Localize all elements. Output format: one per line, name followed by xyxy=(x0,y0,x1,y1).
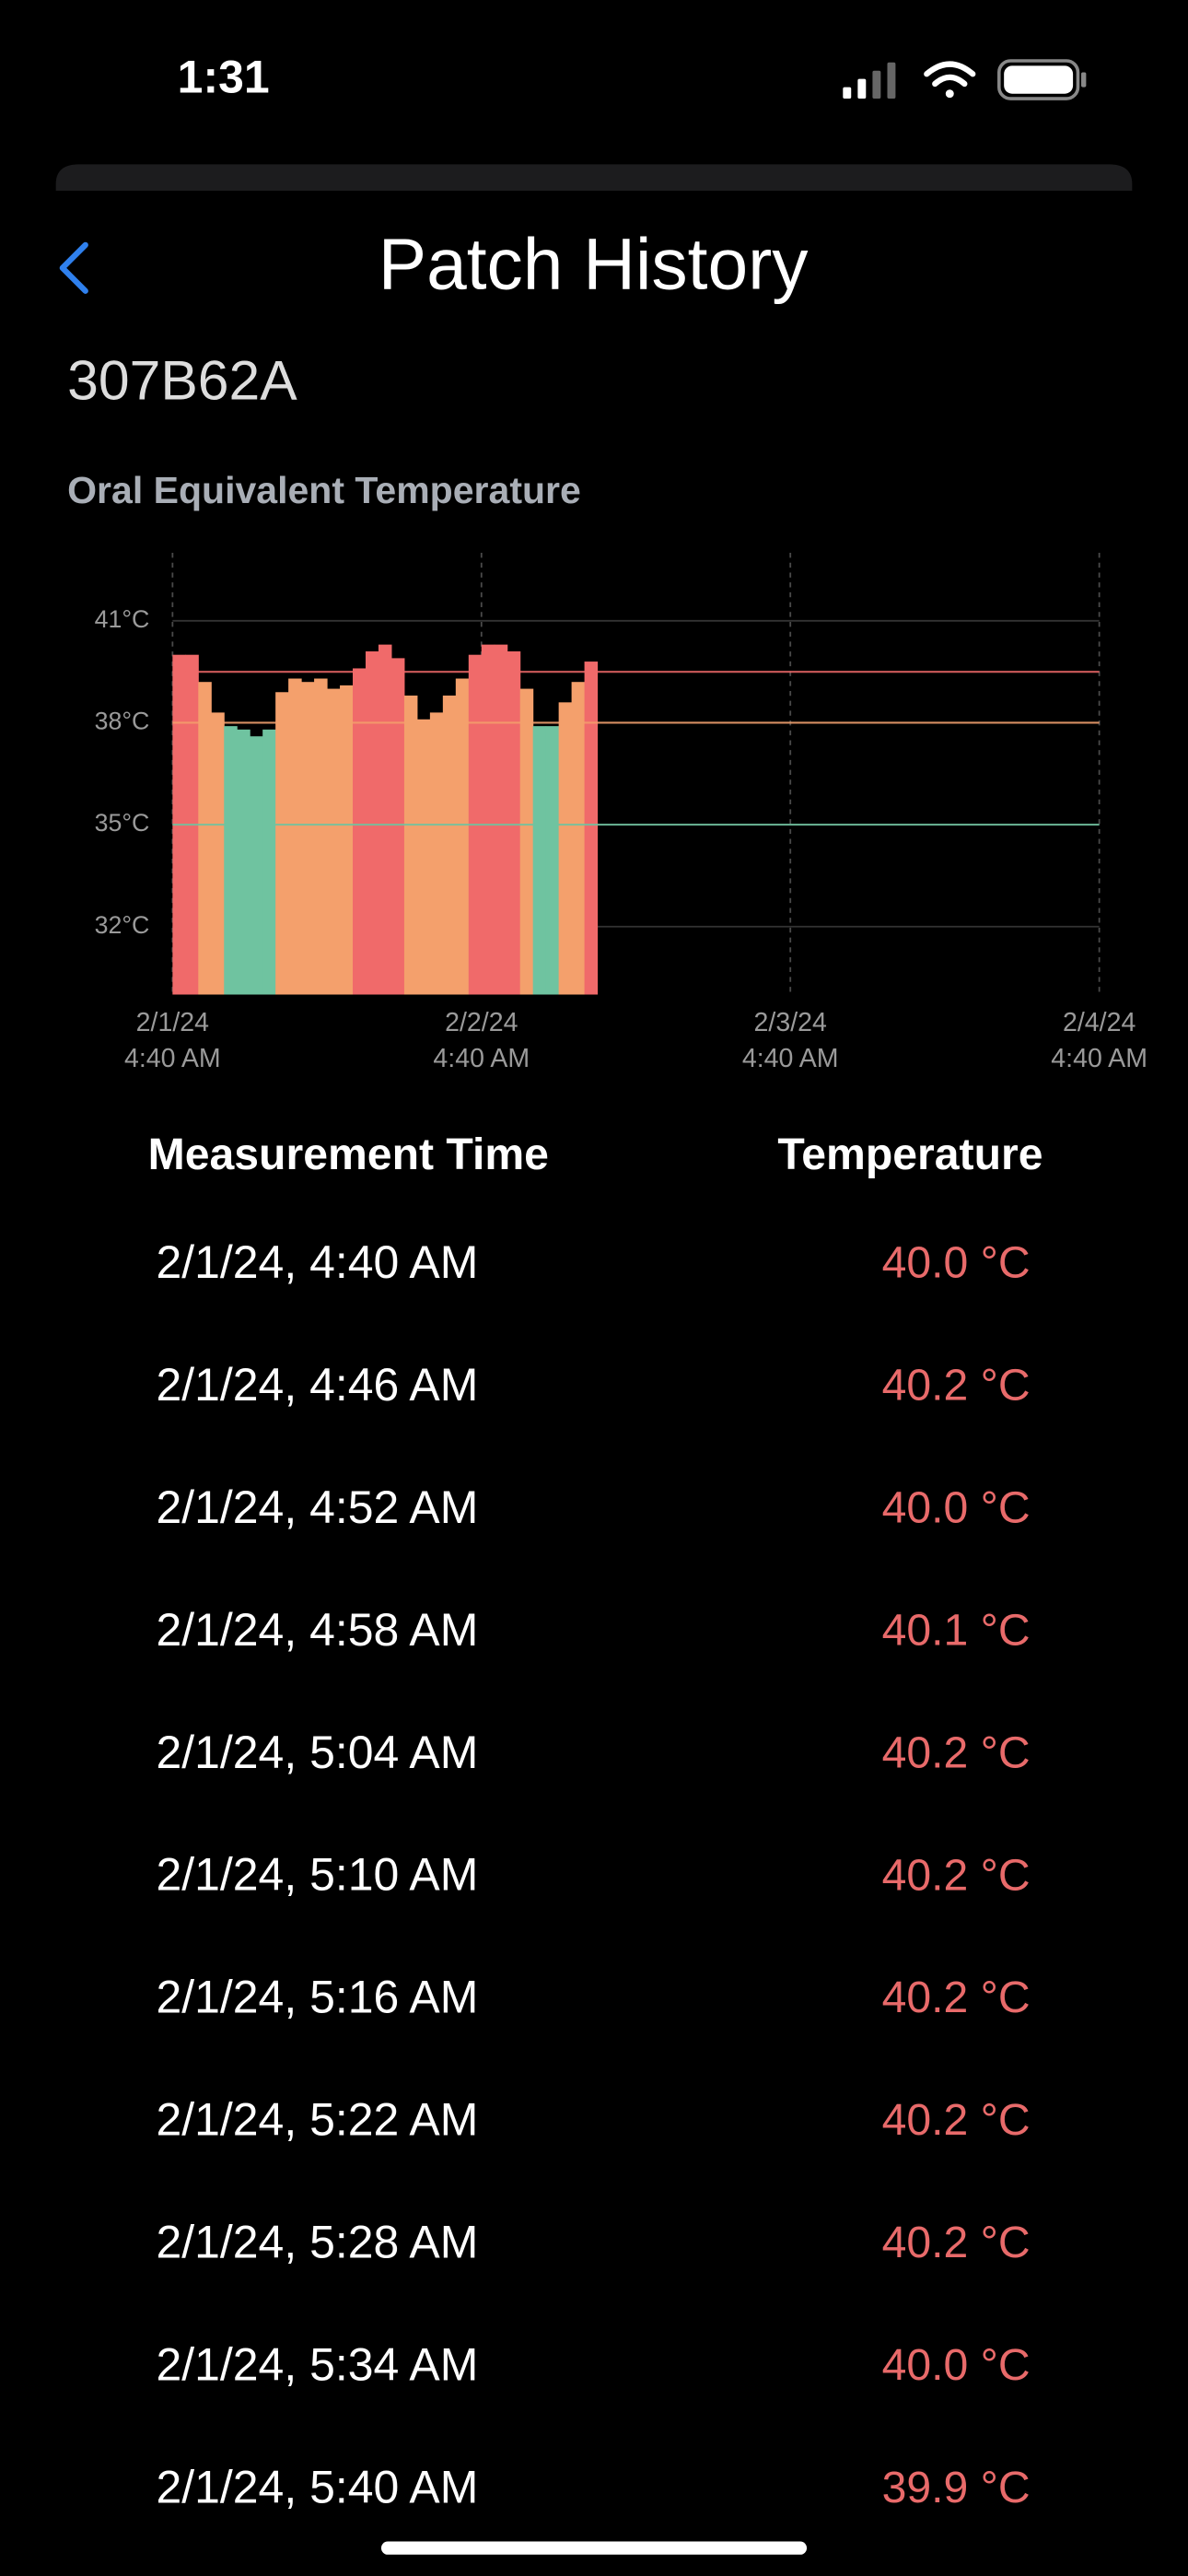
bar xyxy=(442,695,457,995)
bar xyxy=(250,736,263,995)
bar xyxy=(481,644,495,995)
page-title: Patch History xyxy=(379,223,809,304)
bar xyxy=(378,644,392,995)
bar xyxy=(416,719,431,995)
temperature-value: 40.0 °C xyxy=(882,1482,1031,1532)
measurement-time: 2/1/24, 4:52 AM xyxy=(157,1481,479,1533)
bar xyxy=(390,658,405,995)
bar xyxy=(532,726,547,995)
temperature-value: 40.2 °C xyxy=(882,1727,1031,1777)
x-tick-label: 2/2/24 4:40 AM xyxy=(433,1009,530,1074)
bar xyxy=(584,662,599,995)
bar xyxy=(455,678,470,995)
measurement-time: 2/1/24, 5:04 AM xyxy=(157,1727,479,1778)
bar xyxy=(494,644,508,995)
y-tick-label: 38°C xyxy=(95,708,150,735)
x-tick-label-box: 2/4/24 4:40 AM xyxy=(1051,1009,1148,1074)
signal-icon xyxy=(843,62,896,100)
x-tick-label-box: 2/1/24 4:40 AM xyxy=(123,1009,221,1074)
measurement-time: 2/1/24, 5:16 AM xyxy=(157,1972,479,2023)
bar xyxy=(340,685,354,995)
device-id: 307B62A xyxy=(67,349,297,412)
back-button[interactable] xyxy=(59,241,88,294)
bar xyxy=(275,692,289,995)
measurement-time: 2/1/24, 5:28 AM xyxy=(157,2217,479,2268)
temperature-value: 40.2 °C xyxy=(882,2095,1031,2145)
bar xyxy=(545,726,560,995)
y-tick-label: 32°C xyxy=(95,911,150,939)
battery-icon xyxy=(997,59,1087,100)
status-time: 1:31 xyxy=(178,52,270,103)
x-tick-label-box: 2/3/24 4:40 AM xyxy=(741,1009,839,1074)
measurement-time: 2/1/24, 5:22 AM xyxy=(157,2094,479,2146)
sheet-edge xyxy=(55,164,1133,191)
temperature-value: 40.0 °C xyxy=(882,1238,1031,1288)
bar xyxy=(353,668,367,995)
table-header: Temperature xyxy=(777,1130,1042,1179)
y-tick-label: 41°C xyxy=(95,605,150,633)
bar xyxy=(224,726,238,995)
measurement-time: 2/1/24, 5:40 AM xyxy=(157,2461,479,2512)
bar xyxy=(301,682,315,995)
y-tick-label: 35°C xyxy=(95,809,150,837)
bar xyxy=(314,678,328,995)
bar xyxy=(262,729,276,995)
bar xyxy=(288,678,302,995)
table-header: Measurement Time xyxy=(148,1130,549,1179)
x-tick-label: 2/4/24 4:40 AM xyxy=(1051,1009,1148,1074)
x-tick-label-box: 2/2/24 4:40 AM xyxy=(433,1009,530,1074)
temperature-value: 39.9 °C xyxy=(882,2463,1031,2512)
chart-title: Oral Equivalent Temperature xyxy=(67,469,581,511)
wifi-icon xyxy=(924,61,976,99)
measurement-time: 2/1/24, 5:10 AM xyxy=(157,1849,479,1901)
measurement-time: 2/1/24, 4:58 AM xyxy=(157,1604,479,1656)
bar xyxy=(403,695,418,995)
measurement-time: 2/1/24, 4:40 AM xyxy=(157,1236,479,1288)
temperature-value: 40.2 °C xyxy=(882,1973,1031,2022)
bar xyxy=(237,729,250,995)
temperature-value: 40.2 °C xyxy=(882,2218,1031,2267)
temperature-value: 40.2 °C xyxy=(882,1850,1031,1900)
home-indicator xyxy=(380,2541,808,2555)
bar xyxy=(571,682,586,995)
temperature-value: 40.1 °C xyxy=(882,1605,1031,1655)
bar xyxy=(365,651,379,995)
bar xyxy=(507,651,521,995)
temperature-value: 40.0 °C xyxy=(882,2340,1031,2390)
bar xyxy=(211,712,225,995)
bar xyxy=(327,688,341,995)
x-tick-label: 2/3/24 4:40 AM xyxy=(741,1009,839,1074)
bar xyxy=(519,688,534,995)
temperature-value: 40.2 °C xyxy=(882,1361,1031,1411)
measurement-time: 2/1/24, 4:46 AM xyxy=(157,1359,479,1411)
x-tick-label: 2/1/24 4:40 AM xyxy=(123,1009,221,1074)
bar xyxy=(429,712,444,995)
bar xyxy=(558,702,573,995)
measurement-time: 2/1/24, 5:34 AM xyxy=(157,2338,479,2390)
bar xyxy=(198,682,212,995)
